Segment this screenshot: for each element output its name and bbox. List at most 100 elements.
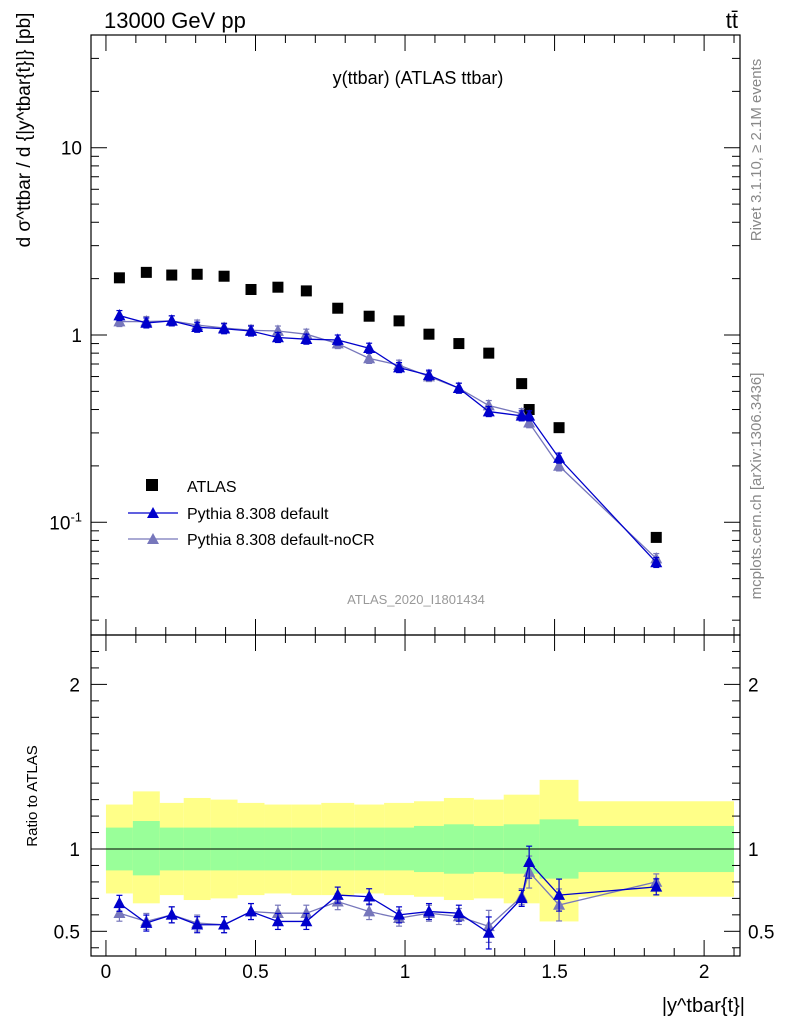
default-point [113, 308, 126, 321]
default-ratio-point [523, 855, 536, 867]
main-y-tick-label: 1 [71, 326, 82, 347]
legend-marker-default [147, 507, 159, 518]
default-ratio-point [553, 888, 566, 900]
energy-label: 13000 GeV pp [104, 8, 246, 33]
ratio-frame [90, 634, 741, 957]
band-inner-bin [132, 821, 160, 876]
default-point [482, 404, 495, 417]
ratio-uncertainty-bands [105, 779, 735, 922]
main-panel: 10-1 1 10 [49, 34, 741, 636]
default-line [119, 314, 657, 563]
atlas-point [423, 328, 435, 340]
atlas-point [218, 270, 230, 282]
default-point [165, 314, 178, 326]
x-tick-label: 0.5 [242, 962, 268, 983]
default-point [452, 381, 465, 393]
ratio-y-tick-label-right: 1 [748, 840, 759, 861]
default-point [271, 330, 284, 343]
legend-label-atlas: ATLAS [187, 479, 237, 496]
x-tick-label: 0 [101, 962, 112, 983]
default-ratio-point [140, 916, 153, 928]
default-ratio-point [218, 918, 231, 930]
ratio-y-tick-label-right: 0.5 [748, 922, 774, 943]
nocr-ratio-point [271, 906, 284, 918]
ratio-panel: 0 0.5 1 1.5 2 0.5 0.5 1 1 2 2 [54, 634, 774, 983]
default-ratio-point [271, 914, 284, 927]
default-ratio-point [245, 904, 258, 917]
atlas-point [191, 268, 203, 280]
legend-label-nocr: Pythia 8.308 default-noCR [187, 532, 375, 549]
x-tick-label: 2 [699, 962, 710, 983]
default-ratio-line [119, 860, 657, 934]
x-tick-label: 1 [400, 962, 411, 983]
atlas-point [113, 272, 125, 284]
analysis-watermark: ATLAS_2020_I1801434 [347, 592, 485, 607]
default-point [300, 332, 313, 344]
atlas-point [300, 285, 312, 297]
default-point [422, 368, 435, 380]
default-point [140, 316, 153, 328]
ratio-y-tick-label: 0.5 [54, 922, 80, 943]
default-point [650, 555, 663, 568]
nocr-point [553, 459, 566, 471]
legend-marker-nocr [147, 533, 159, 544]
atlas-point [332, 302, 344, 314]
main-axis-ticks: 10-1 1 10 [49, 34, 740, 635]
rivet-version-label: Rivet 3.1.10, ≥ 2.1M events [748, 59, 765, 242]
default-ratio-point [515, 891, 528, 904]
default-ratio-point [393, 908, 406, 920]
atlas-point [272, 281, 284, 293]
process-label: tt̄ [726, 8, 738, 33]
ratio-y-tick-label: 2 [69, 675, 80, 696]
atlas-point [650, 531, 662, 543]
legend-marker-atlas [146, 479, 158, 491]
default-point [393, 360, 406, 373]
main-y-tick-label: 10-1 [49, 509, 82, 534]
ratio-y-axis-label: Ratio to ATLAS [24, 745, 41, 846]
default-ratio-point [191, 918, 204, 930]
atlas-point [166, 269, 178, 281]
main-y-tick-label: 10 [61, 139, 82, 160]
nocr-point [363, 351, 376, 364]
default-ratio-point [165, 908, 178, 920]
default-ratio-point [363, 890, 376, 902]
atlas-point [245, 283, 257, 295]
main-series-layer [113, 266, 663, 569]
default-ratio-point [113, 896, 126, 909]
nocr-ratio-point [363, 904, 376, 917]
atlas-point [483, 347, 495, 359]
legend: ATLAS Pythia 8.308 default Pythia 8.308 … [128, 479, 375, 549]
atlas-point [393, 315, 405, 327]
ratio-series-layer [113, 845, 663, 950]
default-ratio-point [422, 904, 435, 917]
default-point [191, 320, 204, 333]
atlas-point [553, 422, 565, 434]
atlas-point [363, 310, 375, 322]
default-ratio-point [452, 906, 465, 918]
main-y-axis-label: d σ^ttbar / d {|y^tbar{t}|} [pb] [14, 13, 35, 248]
default-ratio-point [331, 888, 344, 900]
default-point [523, 409, 536, 421]
atlas-point [516, 378, 528, 390]
default-ratio-point [482, 926, 495, 938]
legend-label-default: Pythia 8.308 default [187, 506, 329, 523]
x-tick-label: 1.5 [541, 962, 567, 983]
ratio-y-tick-label-right: 2 [748, 675, 759, 696]
nocr-ratio-point [300, 906, 313, 918]
atlas-point [453, 338, 465, 350]
ratio-y-tick-label: 1 [69, 840, 80, 861]
plot-title: y(ttbar) (ATLAS ttbar) [333, 68, 504, 88]
default-point [363, 341, 376, 354]
atlas-point [140, 266, 152, 278]
nocr-ratio-point [113, 906, 126, 918]
mcplots-source-label: mcplots.cern.ch [arXiv:1306.3436] [748, 373, 765, 600]
default-point [245, 324, 258, 336]
default-ratio-point [300, 914, 313, 927]
default-point [218, 322, 231, 334]
default-point [331, 333, 344, 345]
nocr-point [523, 416, 536, 428]
x-axis-label: |y^tbar{t}| [662, 995, 745, 1017]
ratio-axis-ticks: 0 0.5 1 1.5 2 0.5 0.5 1 1 2 2 [54, 635, 774, 983]
default-ratio-point [650, 880, 663, 892]
